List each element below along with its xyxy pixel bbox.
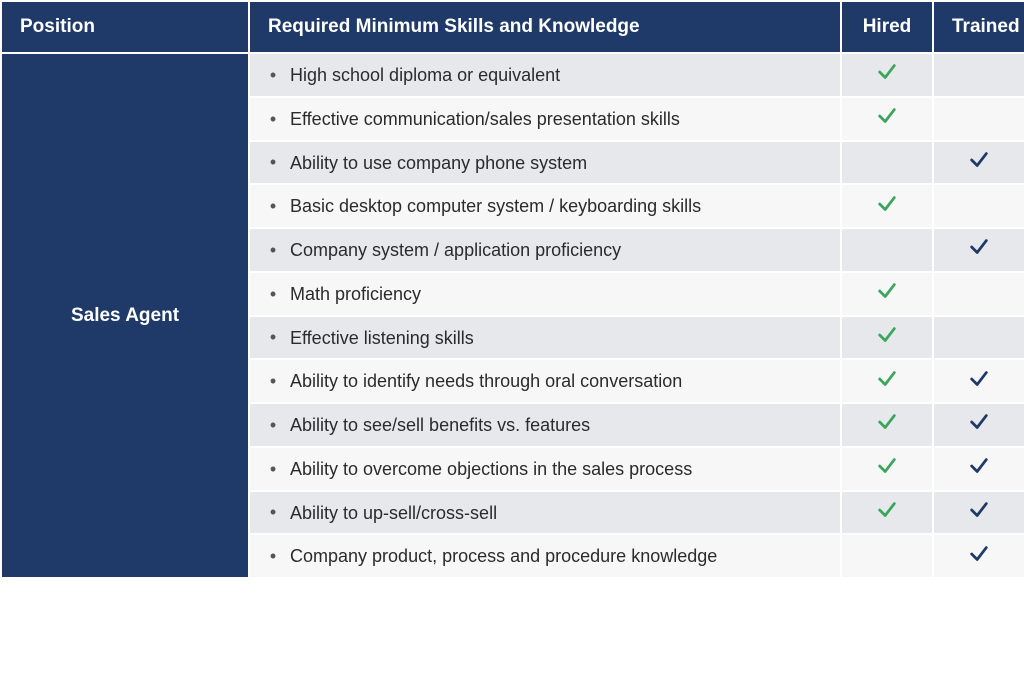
trained-cell [933, 447, 1024, 491]
skill-cell: •Effective listening skills [249, 316, 841, 360]
skills-table: Position Required Minimum Skills and Kno… [0, 0, 1024, 579]
hired-cell [841, 228, 933, 272]
trained-cell [933, 316, 1024, 360]
skill-cell: •Math proficiency [249, 272, 841, 316]
col-header-position: Position [1, 1, 249, 53]
skill-text: Ability to see/sell benefits vs. feature… [290, 415, 590, 435]
trained-cell [933, 272, 1024, 316]
skill-cell: •Ability to overcome objections in the s… [249, 447, 841, 491]
bullet-icon: • [256, 152, 290, 173]
skill-cell: •High school diploma or equivalent [249, 53, 841, 97]
check-icon [876, 61, 898, 83]
skill-cell: •Basic desktop computer system / keyboar… [249, 184, 841, 228]
skill-cell: •Company system / application proficienc… [249, 228, 841, 272]
check-icon [968, 236, 990, 258]
col-header-trained: Trained [933, 1, 1024, 53]
hired-cell [841, 97, 933, 141]
skill-cell: •Ability to use company phone system [249, 141, 841, 185]
check-icon [968, 149, 990, 171]
hired-cell [841, 491, 933, 535]
col-header-skills: Required Minimum Skills and Knowledge [249, 1, 841, 53]
hired-cell [841, 534, 933, 578]
check-icon [876, 368, 898, 390]
trained-cell [933, 97, 1024, 141]
table-header-row: Position Required Minimum Skills and Kno… [1, 1, 1024, 53]
table-body: Sales Agent•High school diploma or equiv… [1, 53, 1024, 578]
check-icon [876, 193, 898, 215]
bullet-icon: • [256, 371, 290, 392]
skill-text: Ability to up-sell/cross-sell [290, 502, 497, 522]
bullet-icon: • [256, 65, 290, 86]
check-icon [876, 499, 898, 521]
check-icon [968, 499, 990, 521]
skill-cell: •Ability to see/sell benefits vs. featur… [249, 403, 841, 447]
skill-cell: •Ability to identify needs through oral … [249, 359, 841, 403]
check-icon [968, 368, 990, 390]
hired-cell [841, 272, 933, 316]
skill-cell: •Company product, process and procedure … [249, 534, 841, 578]
trained-cell [933, 491, 1024, 535]
trained-cell [933, 228, 1024, 272]
hired-cell [841, 403, 933, 447]
bullet-icon: • [256, 459, 290, 480]
check-icon [876, 455, 898, 477]
check-icon [968, 455, 990, 477]
check-icon [876, 324, 898, 346]
bullet-icon: • [256, 502, 290, 523]
bullet-icon: • [256, 109, 290, 130]
trained-cell [933, 534, 1024, 578]
skill-text: Company product, process and procedure k… [290, 546, 717, 566]
bullet-icon: • [256, 240, 290, 261]
trained-cell [933, 141, 1024, 185]
skill-text: Ability to overcome objections in the sa… [290, 459, 692, 479]
bullet-icon: • [256, 196, 290, 217]
skill-text: Company system / application proficiency [290, 240, 621, 260]
check-icon [968, 543, 990, 565]
skill-cell: •Effective communication/sales presentat… [249, 97, 841, 141]
skill-text: Effective listening skills [290, 327, 474, 347]
bullet-icon: • [256, 546, 290, 567]
skill-text: Math proficiency [290, 284, 421, 304]
trained-cell [933, 359, 1024, 403]
skill-text: Ability to use company phone system [290, 152, 587, 172]
bullet-icon: • [256, 415, 290, 436]
hired-cell [841, 141, 933, 185]
hired-cell [841, 53, 933, 97]
position-cell: Sales Agent [1, 53, 249, 578]
hired-cell [841, 184, 933, 228]
check-icon [876, 280, 898, 302]
hired-cell [841, 316, 933, 360]
trained-cell [933, 53, 1024, 97]
trained-cell [933, 184, 1024, 228]
skill-text: Ability to identify needs through oral c… [290, 371, 682, 391]
check-icon [968, 411, 990, 433]
skill-text: Basic desktop computer system / keyboard… [290, 196, 701, 216]
hired-cell [841, 359, 933, 403]
hired-cell [841, 447, 933, 491]
bullet-icon: • [256, 284, 290, 305]
skill-cell: •Ability to up-sell/cross-sell [249, 491, 841, 535]
trained-cell [933, 403, 1024, 447]
skill-text: Effective communication/sales presentati… [290, 109, 680, 129]
table-row: Sales Agent•High school diploma or equiv… [1, 53, 1024, 97]
check-icon [876, 105, 898, 127]
check-icon [876, 411, 898, 433]
skill-text: High school diploma or equivalent [290, 65, 560, 85]
col-header-hired: Hired [841, 1, 933, 53]
bullet-icon: • [256, 327, 290, 348]
